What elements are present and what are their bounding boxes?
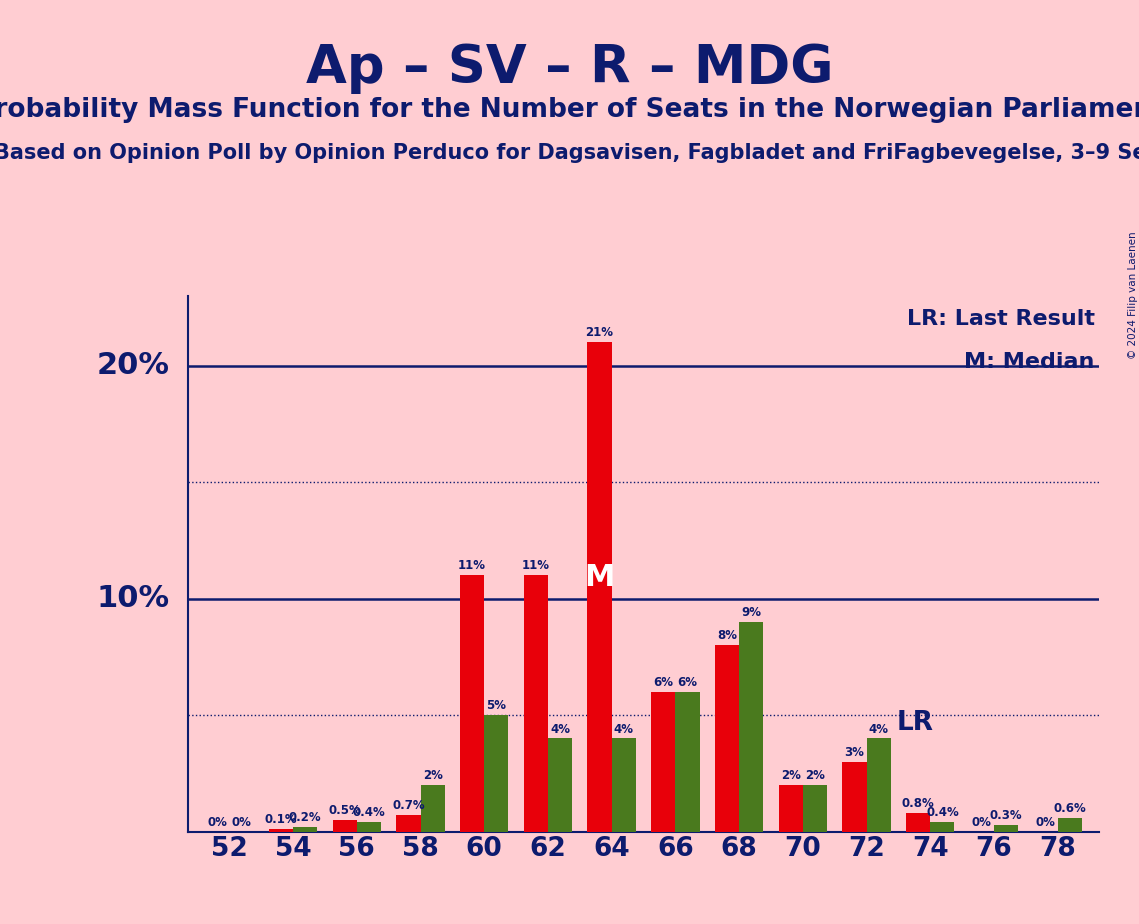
Text: Based on Opinion Poll by Opinion Perduco for Dagsavisen, Fagbladet and FriFagbev: Based on Opinion Poll by Opinion Perduco… [0, 143, 1139, 164]
Bar [652, 692, 675, 832]
Bar [931, 822, 954, 832]
Text: 20%: 20% [97, 351, 170, 380]
Text: © 2024 Filip van Laenen: © 2024 Filip van Laenen [1128, 231, 1138, 359]
Bar [739, 622, 763, 832]
Text: 0.5%: 0.5% [328, 804, 361, 817]
Text: 0%: 0% [972, 816, 992, 829]
Bar [994, 824, 1018, 832]
Bar [548, 738, 572, 832]
Text: 6%: 6% [678, 676, 697, 689]
Text: 2%: 2% [781, 769, 801, 783]
Text: 4%: 4% [550, 723, 570, 736]
Bar [867, 738, 891, 832]
Bar [612, 738, 636, 832]
Text: 10%: 10% [97, 584, 170, 614]
Bar [460, 576, 484, 832]
Text: M: Median: M: Median [965, 352, 1095, 372]
Text: 0.1%: 0.1% [264, 813, 297, 826]
Text: 21%: 21% [585, 326, 614, 339]
Bar [843, 761, 867, 832]
Bar [484, 715, 508, 832]
Text: 0.3%: 0.3% [990, 808, 1023, 821]
Text: 0%: 0% [1035, 816, 1056, 829]
Text: 8%: 8% [718, 629, 737, 642]
Text: 0.8%: 0.8% [902, 797, 934, 810]
Text: LR: Last Result: LR: Last Result [907, 310, 1095, 329]
Bar [779, 785, 803, 832]
Text: 2%: 2% [805, 769, 825, 783]
Bar [803, 785, 827, 832]
Text: 6%: 6% [654, 676, 673, 689]
Bar [357, 822, 382, 832]
Text: Ap – SV – R – MDG: Ap – SV – R – MDG [305, 42, 834, 93]
Text: 0.7%: 0.7% [392, 799, 425, 812]
Text: 3%: 3% [844, 746, 865, 759]
Text: 0.4%: 0.4% [353, 807, 385, 820]
Text: LR: LR [896, 710, 934, 736]
Bar [588, 342, 612, 832]
Text: 5%: 5% [486, 699, 507, 712]
Bar [715, 645, 739, 832]
Text: 0.2%: 0.2% [289, 811, 321, 824]
Bar [269, 829, 293, 832]
Text: 9%: 9% [741, 606, 761, 619]
Text: 4%: 4% [614, 723, 633, 736]
Bar [675, 692, 699, 832]
Text: 0%: 0% [207, 816, 227, 829]
Bar [906, 813, 931, 832]
Text: 0.6%: 0.6% [1054, 802, 1087, 815]
Bar [1058, 818, 1082, 832]
Bar [396, 815, 420, 832]
Text: 0%: 0% [231, 816, 252, 829]
Bar [293, 827, 318, 832]
Text: 11%: 11% [458, 560, 486, 573]
Bar [524, 576, 548, 832]
Bar [420, 785, 444, 832]
Text: 0.4%: 0.4% [926, 807, 959, 820]
Bar [333, 820, 357, 832]
Text: 2%: 2% [423, 769, 443, 783]
Text: 4%: 4% [869, 723, 888, 736]
Text: M: M [584, 563, 615, 591]
Text: 11%: 11% [522, 560, 550, 573]
Text: Probability Mass Function for the Number of Seats in the Norwegian Parliament: Probability Mass Function for the Number… [0, 97, 1139, 123]
